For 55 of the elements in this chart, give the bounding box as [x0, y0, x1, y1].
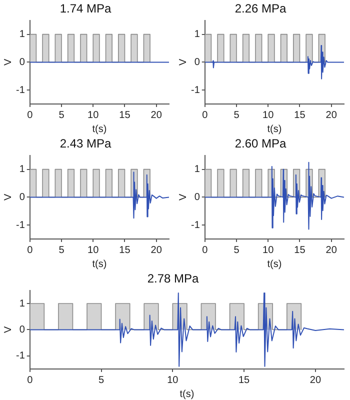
y-tick-label: -1: [16, 220, 26, 231]
chart-title: 2.43 MPa: [60, 136, 112, 151]
y-tick-label: -1: [16, 84, 26, 96]
x-tick-label: 5: [234, 110, 240, 121]
y-axis-title: V: [178, 58, 189, 66]
x-tick-label: 5: [234, 244, 240, 256]
y-tick-label: -1: [190, 220, 200, 231]
x-tick-label: 0: [27, 374, 34, 386]
x-axis-title: t(s): [180, 388, 194, 400]
x-tick-label: 5: [58, 244, 65, 256]
y-tick-label: 0: [19, 56, 26, 68]
x-tick-label: 15: [238, 374, 250, 386]
y-tick-label: -1: [16, 350, 26, 362]
x-axis-title: t(s): [92, 124, 107, 135]
x-tick-label: 20: [326, 110, 338, 121]
y-tick-label: 1: [19, 298, 26, 310]
x-tick-label: 20: [150, 244, 162, 256]
y-tick-label: 0: [19, 324, 26, 336]
y-tick-label: 1: [19, 164, 26, 176]
x-tick-label: 10: [88, 244, 100, 256]
y-tick-label: 0: [194, 192, 200, 203]
x-tick-label: 10: [262, 244, 274, 256]
x-tick-label: 15: [294, 244, 306, 256]
x-axis-title: t(s): [267, 124, 282, 135]
y-axis-title: V: [2, 326, 14, 334]
y-tick-label: 0: [19, 192, 26, 203]
x-tick-label: 5: [58, 110, 65, 121]
chart-title: 2.78 MPa: [147, 272, 199, 286]
x-tick-label: 10: [167, 374, 179, 386]
x-tick-label: 0: [27, 244, 34, 256]
y-axis-title: V: [2, 194, 14, 201]
x-tick-label: 10: [88, 110, 100, 121]
x-axis-title: t(s): [92, 258, 107, 270]
chart-title: 2.26 MPa: [234, 2, 286, 16]
x-tick-label: 15: [119, 244, 131, 256]
y-axis-title: V: [2, 58, 14, 66]
y-tick-label: 1: [194, 164, 200, 176]
x-axis-title: t(s): [267, 258, 282, 270]
x-tick-label: 5: [98, 374, 104, 386]
chart-title: 1.74 MPa: [60, 2, 112, 16]
x-tick-label: 20: [150, 110, 162, 121]
x-tick-label: 0: [202, 244, 208, 256]
x-tick-label: 20: [310, 374, 322, 386]
y-tick-label: -1: [190, 84, 200, 96]
x-tick-label: 0: [27, 110, 34, 121]
x-tick-label: 20: [326, 244, 338, 256]
y-tick-label: 0: [194, 56, 200, 68]
y-tick-label: 1: [19, 29, 26, 40]
x-tick-label: 0: [202, 110, 208, 121]
x-tick-label: 15: [294, 110, 306, 121]
x-tick-label: 10: [262, 110, 274, 121]
y-tick-label: 1: [194, 29, 200, 40]
y-axis-title: V: [178, 194, 189, 201]
x-tick-label: 15: [119, 110, 131, 121]
chart-title: 2.60 MPa: [234, 136, 286, 151]
